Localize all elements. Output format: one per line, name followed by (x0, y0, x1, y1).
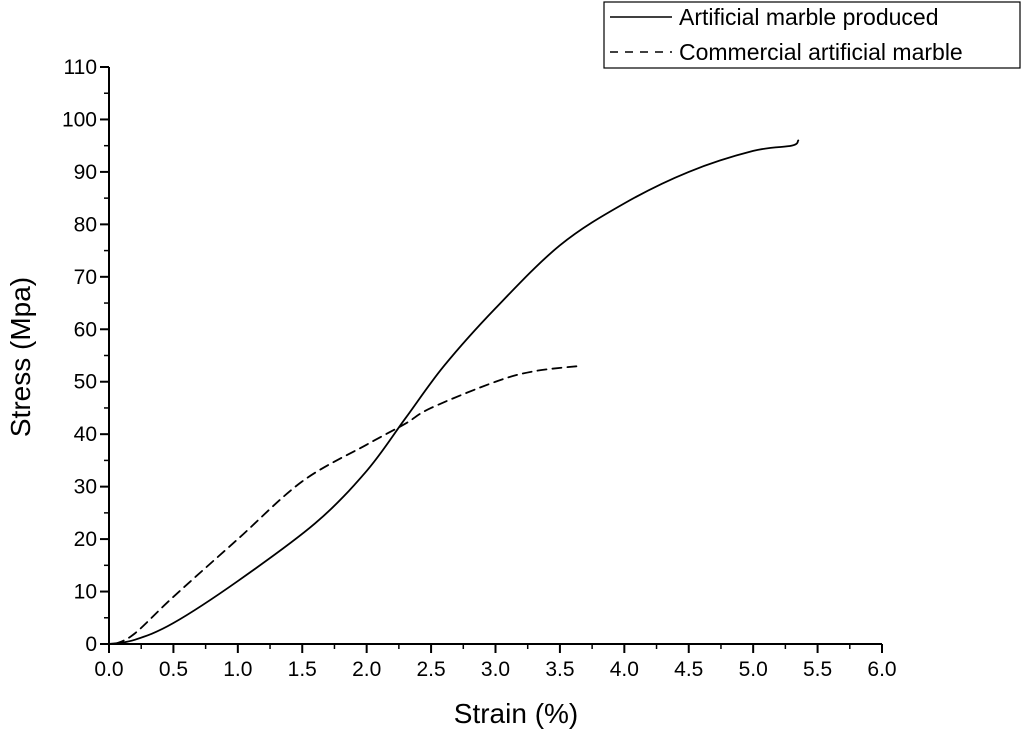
y-tick-label: 0 (85, 633, 97, 656)
x-tick-label: 4.5 (674, 658, 703, 681)
x-tick-label: 1.5 (288, 658, 317, 681)
x-tick-label: 2.5 (416, 658, 445, 681)
legend-box (603, 1, 1021, 69)
x-tick-label: 1.0 (223, 658, 252, 681)
legend-label-commercial-artificial-marble: Commercial artificial marble (679, 39, 963, 65)
axes: 0.0 0.5 1.0 1.5 2.0 2.5 3.0 3.5 4.0 4.5 5.0 5.5 6.0 … (62, 56, 897, 681)
y-tick-label: 20 (74, 528, 97, 551)
y-tick-label: 60 (74, 318, 97, 341)
x-tick-label: 0.5 (159, 658, 188, 681)
x-tick-label: 5.0 (739, 658, 768, 681)
y-axis-title: Stress (Mpa) (5, 277, 36, 437)
legend-label-artificial-marble-produced: Artificial marble produced (679, 4, 939, 30)
y-tick-label: 50 (74, 371, 97, 394)
legend: Artificial marble produced Commercial ar… (603, 1, 1021, 69)
y-tick-label: 30 (74, 476, 97, 499)
series-line-commercial-artificial-marble (114, 365, 581, 645)
x-tick-label: 0.0 (94, 658, 123, 681)
y-tick-label: 10 (74, 581, 97, 604)
x-tick-label: 6.0 (867, 658, 896, 681)
x-axis-ticks: 0.0 0.5 1.0 1.5 2.0 2.5 3.0 3.5 4.0 4.5 5.0 5.5 6.0 (94, 644, 897, 681)
y-tick-label: 40 (74, 423, 97, 446)
x-tick-label: 3.0 (481, 658, 510, 681)
y-tick-label: 100 (62, 108, 97, 131)
y-axis-ticks: 0 10 20 30 40 50 60 70 80 90 100 110 (62, 56, 109, 656)
y-tick-label: 70 (74, 266, 97, 289)
y-tick-label: 80 (74, 213, 97, 236)
x-axis-title: Strain (%) (454, 698, 578, 729)
y-tick-label: 110 (64, 56, 97, 79)
y-tick-label: 90 (74, 161, 97, 184)
x-tick-label: 3.5 (545, 658, 574, 681)
x-tick-label: 2.0 (352, 658, 381, 681)
series-line-artificial-marble-produced (108, 139, 800, 645)
x-tick-label: 5.5 (803, 658, 832, 681)
x-tick-label: 4.0 (610, 658, 639, 681)
series-layer (108, 139, 800, 645)
